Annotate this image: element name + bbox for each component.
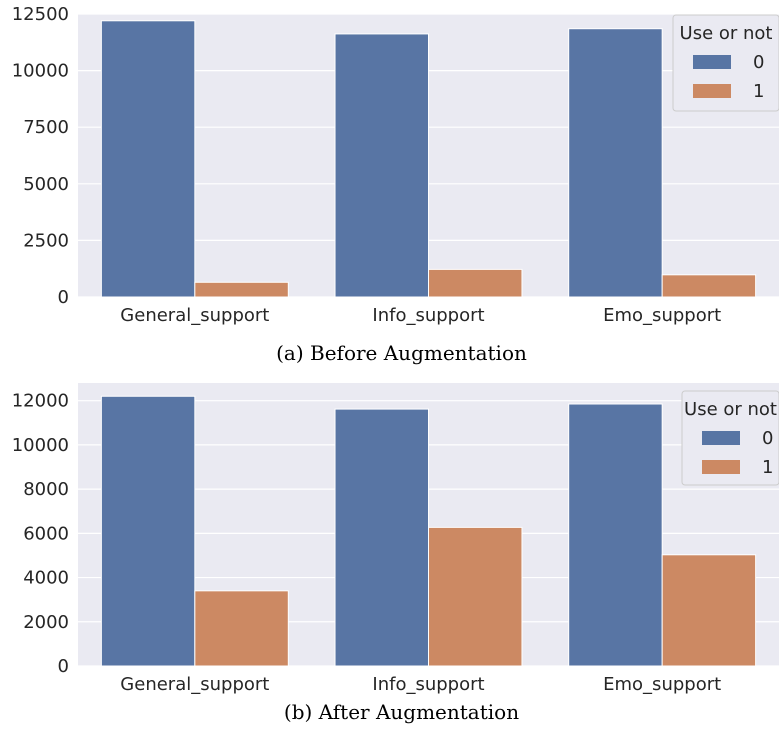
y-tick-label: 0 [58,287,69,308]
x-tick-label: General_support [120,674,269,695]
panel-before-augmentation: 0 2500 5000 7500 10000 12500 General_support In… [12,4,779,365]
legend-label-1: 1 [753,81,764,102]
x-tick-label: General_support [120,305,269,326]
panel-after-augmentation: 0 2000 4000 6000 8000 10000 12000 General_suppo… [12,383,779,724]
y-tick-label: 8000 [23,479,69,500]
y-tick-label: 0 [58,656,69,677]
bar-Info_support-1 [428,268,523,298]
figure-caption: (a) Before Augmentation [276,341,527,365]
bar-Emo_support-0 [568,403,663,667]
figure-caption: (b) After Augmentation [284,700,519,724]
y-tick-label: 5000 [23,174,69,195]
bar-General_support-1 [194,281,289,298]
x-tick-label: Info_support [372,674,484,695]
bar-Info_support-0 [334,408,429,667]
y-tick-label: 12500 [12,4,69,25]
legend-title: Use or not [684,399,777,420]
bar-General_support-0 [100,395,196,667]
legend-label-0: 0 [753,52,764,73]
legend-swatch-0 [702,431,740,445]
legend-swatch-0 [693,55,731,69]
bar-General_support-1 [194,590,289,667]
legend-label-0: 0 [762,428,773,449]
bar-Emo_support-1 [661,554,757,667]
y-tick-label: 10000 [12,61,69,82]
bar-Info_support-0 [334,33,429,298]
bar-General_support-0 [100,20,196,298]
y-tick-label: 10000 [12,435,69,456]
y-tick-label: 6000 [23,523,69,544]
bar-Info_support-1 [428,526,523,667]
x-tick-label: Info_support [372,305,484,326]
legend-title: Use or not [680,23,773,44]
x-tick-label: Emo_support [603,305,721,326]
legend-swatch-1 [693,84,731,98]
legend-label-1: 1 [762,457,773,478]
bar-Emo_support-1 [661,274,757,298]
y-tick-label: 2000 [23,612,69,633]
y-tick-label: 12000 [12,391,69,412]
y-tick-label: 4000 [23,568,69,589]
y-tick-label: 2500 [23,230,69,251]
y-tick-label: 7500 [23,117,69,138]
x-tick-label: Emo_support [603,674,721,695]
bar-Emo_support-0 [568,28,663,298]
legend-swatch-1 [702,460,740,474]
